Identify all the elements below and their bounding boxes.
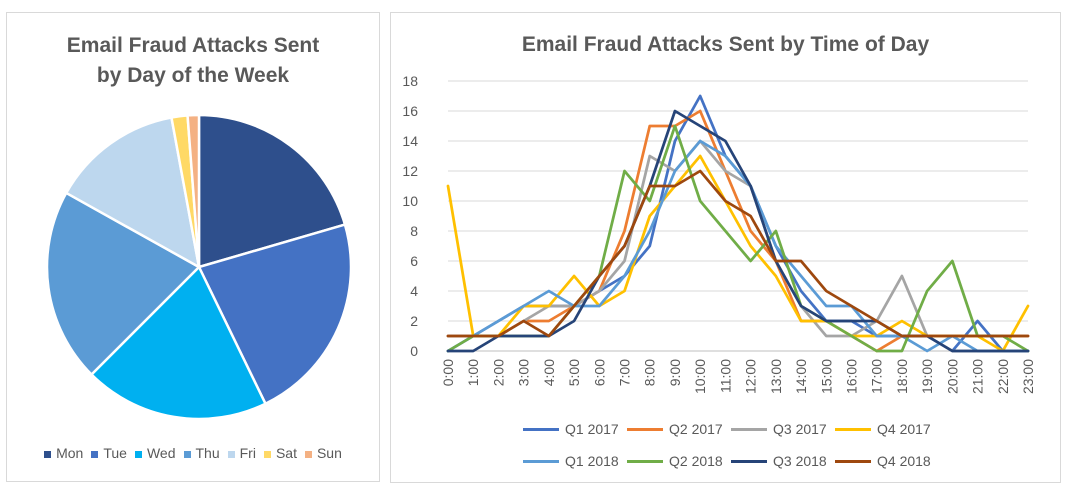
pie-legend-label: Sat (275, 445, 297, 461)
pie-legend-label: Wed (146, 445, 176, 461)
series-line-q3-2018 (446, 109, 1030, 353)
pie-legend-item-sat: Sat (263, 445, 297, 461)
y-tick-label: 2 (410, 313, 418, 329)
x-tick-label: 18:00 (894, 359, 910, 394)
pie-legend-item-fri: Fri (227, 445, 256, 461)
pie-slice-wed (89, 264, 268, 421)
line-legend-swatch (627, 459, 663, 463)
line-legend-label: Q2 2017 (669, 421, 723, 437)
line-chart-panel: Email Fraud Attacks Sent by Time of Day … (390, 12, 1061, 483)
x-tick-label: 10:00 (692, 359, 708, 394)
line-legend-label: Q3 2018 (773, 453, 827, 469)
pie-chart-title-line-2: by Day of the Week (96, 64, 290, 87)
line-legend-label: Q4 2018 (877, 453, 931, 469)
x-tick-label: 14:00 (793, 359, 809, 394)
x-tick-label: 8:00 (642, 359, 658, 386)
y-tick-label: 0 (410, 343, 418, 359)
x-tick-label: 5:00 (566, 359, 582, 386)
pie-slice-mon (197, 113, 347, 269)
pie-legend-item-tue: Tue (91, 445, 127, 461)
x-tick-label: 3:00 (516, 359, 532, 386)
x-tick-label: 19:00 (919, 359, 935, 394)
line-legend-item-q4-2018: Q4 2018 (835, 449, 939, 481)
pie-chart (45, 113, 353, 421)
line-legend-swatch (835, 459, 871, 463)
pie-slice-sun (186, 113, 201, 268)
line-legend: Q1 2017 Q2 2017 Q3 2017 Q4 2017 Q1 2018 Q2 20… (523, 417, 943, 481)
x-tick-label: 7:00 (617, 359, 633, 386)
pie-legend-label: Mon (56, 445, 84, 461)
pie-legend-swatch (91, 450, 99, 458)
line-legend-label: Q3 2017 (773, 421, 827, 437)
line-legend-swatch (627, 427, 663, 431)
y-tick-label: 14 (402, 133, 418, 149)
y-tick-label: 12 (402, 163, 418, 179)
pie-legend-swatch (263, 450, 271, 458)
y-tick-label: 4 (410, 283, 418, 299)
pie-legend-item-sun: Sun (304, 445, 342, 461)
line-legend-item-q1-2017: Q1 2017 (523, 417, 627, 449)
pie-legend-label: Tue (103, 445, 127, 461)
line-legend-swatch (731, 427, 767, 431)
pie-legend-label: Thu (195, 445, 220, 461)
x-tick-label: 6:00 (591, 359, 607, 386)
pie-legend-swatch (183, 450, 191, 458)
pie-slice-fri (64, 116, 201, 270)
pie-legend-item-thu: Thu (183, 445, 220, 461)
x-tick-label: 9:00 (667, 359, 683, 386)
line-legend-item-q2-2017: Q2 2017 (627, 417, 731, 449)
line-legend-label: Q1 2017 (565, 421, 619, 437)
y-tick-label: 16 (402, 103, 418, 119)
pie-chart-title-line-1: Email Fraud Attacks Sent (66, 34, 320, 57)
y-tick-label: 18 (402, 73, 418, 89)
line-legend-label: Q1 2018 (565, 453, 619, 469)
x-tick-label: 22:00 (995, 359, 1011, 394)
series-line-q1-2018 (446, 139, 1030, 353)
x-tick-label: 16:00 (843, 359, 859, 394)
x-tick-label: 2:00 (490, 359, 506, 386)
pie-legend-swatch (134, 450, 142, 458)
line-legend-item-q2-2018: Q2 2018 (627, 449, 731, 481)
pie-legend-label: Sun (316, 445, 342, 461)
line-legend-label: Q2 2018 (669, 453, 723, 469)
line-legend-swatch (523, 427, 559, 431)
x-tick-label: 15:00 (818, 359, 834, 394)
x-tick-label: 1:00 (465, 359, 481, 386)
line-chart-title: Email Fraud Attacks Sent by Time of Day (521, 33, 930, 56)
pie-legend-swatch (227, 450, 235, 458)
x-tick-label: 13:00 (768, 359, 784, 394)
pie-legend-label: Fri (239, 445, 256, 461)
pie-legend-item-mon: Mon (44, 445, 83, 461)
x-tick-label: 23:00 (1020, 359, 1036, 394)
pie-legend-swatch (304, 450, 312, 458)
pie-legend: Mon Tue Wed Thu Fri Sat Sun (7, 445, 379, 461)
x-tick-label: 12:00 (743, 359, 759, 394)
x-tick-label: 0:00 (440, 359, 456, 386)
x-tick-label: 4:00 (541, 359, 557, 386)
y-tick-label: 8 (410, 223, 418, 239)
line-legend-swatch (523, 459, 559, 463)
line-legend-item-q4-2017: Q4 2017 (835, 417, 939, 449)
series-line-q4-2018 (446, 169, 1030, 338)
line-chart: 0 2 4 6 8 10 12 14 16 18 0:00 1:00 2:00 3:00 4:00 5:00 6… (402, 73, 1036, 394)
x-tick-label: 11:00 (717, 359, 733, 393)
line-legend-item-q1-2018: Q1 2018 (523, 449, 627, 481)
x-tick-label: 21:00 (970, 359, 986, 394)
series-line-q2-2018 (446, 124, 1030, 353)
line-legend-item-q3-2017: Q3 2017 (731, 417, 835, 449)
pie-legend-swatch (44, 450, 52, 458)
line-legend-swatch (835, 427, 871, 431)
y-tick-label: 10 (402, 193, 418, 209)
x-tick-label: 20:00 (944, 359, 960, 394)
pie-legend-item-wed: Wed (134, 445, 176, 461)
y-tick-label: 6 (410, 253, 418, 269)
pie-slice-thu (45, 191, 202, 377)
pie-slice-tue (197, 223, 353, 406)
pie-chart-title: Email Fraud Attacks Sent by Day of the W… (7, 31, 379, 91)
line-legend-label: Q4 2017 (877, 421, 931, 437)
line-legend-item-q3-2018: Q3 2018 (731, 449, 835, 481)
x-tick-label: 17:00 (869, 359, 885, 394)
line-legend-swatch (731, 459, 767, 463)
pie-chart-panel: Email Fraud Attacks Sent by Day of the W… (6, 12, 380, 482)
